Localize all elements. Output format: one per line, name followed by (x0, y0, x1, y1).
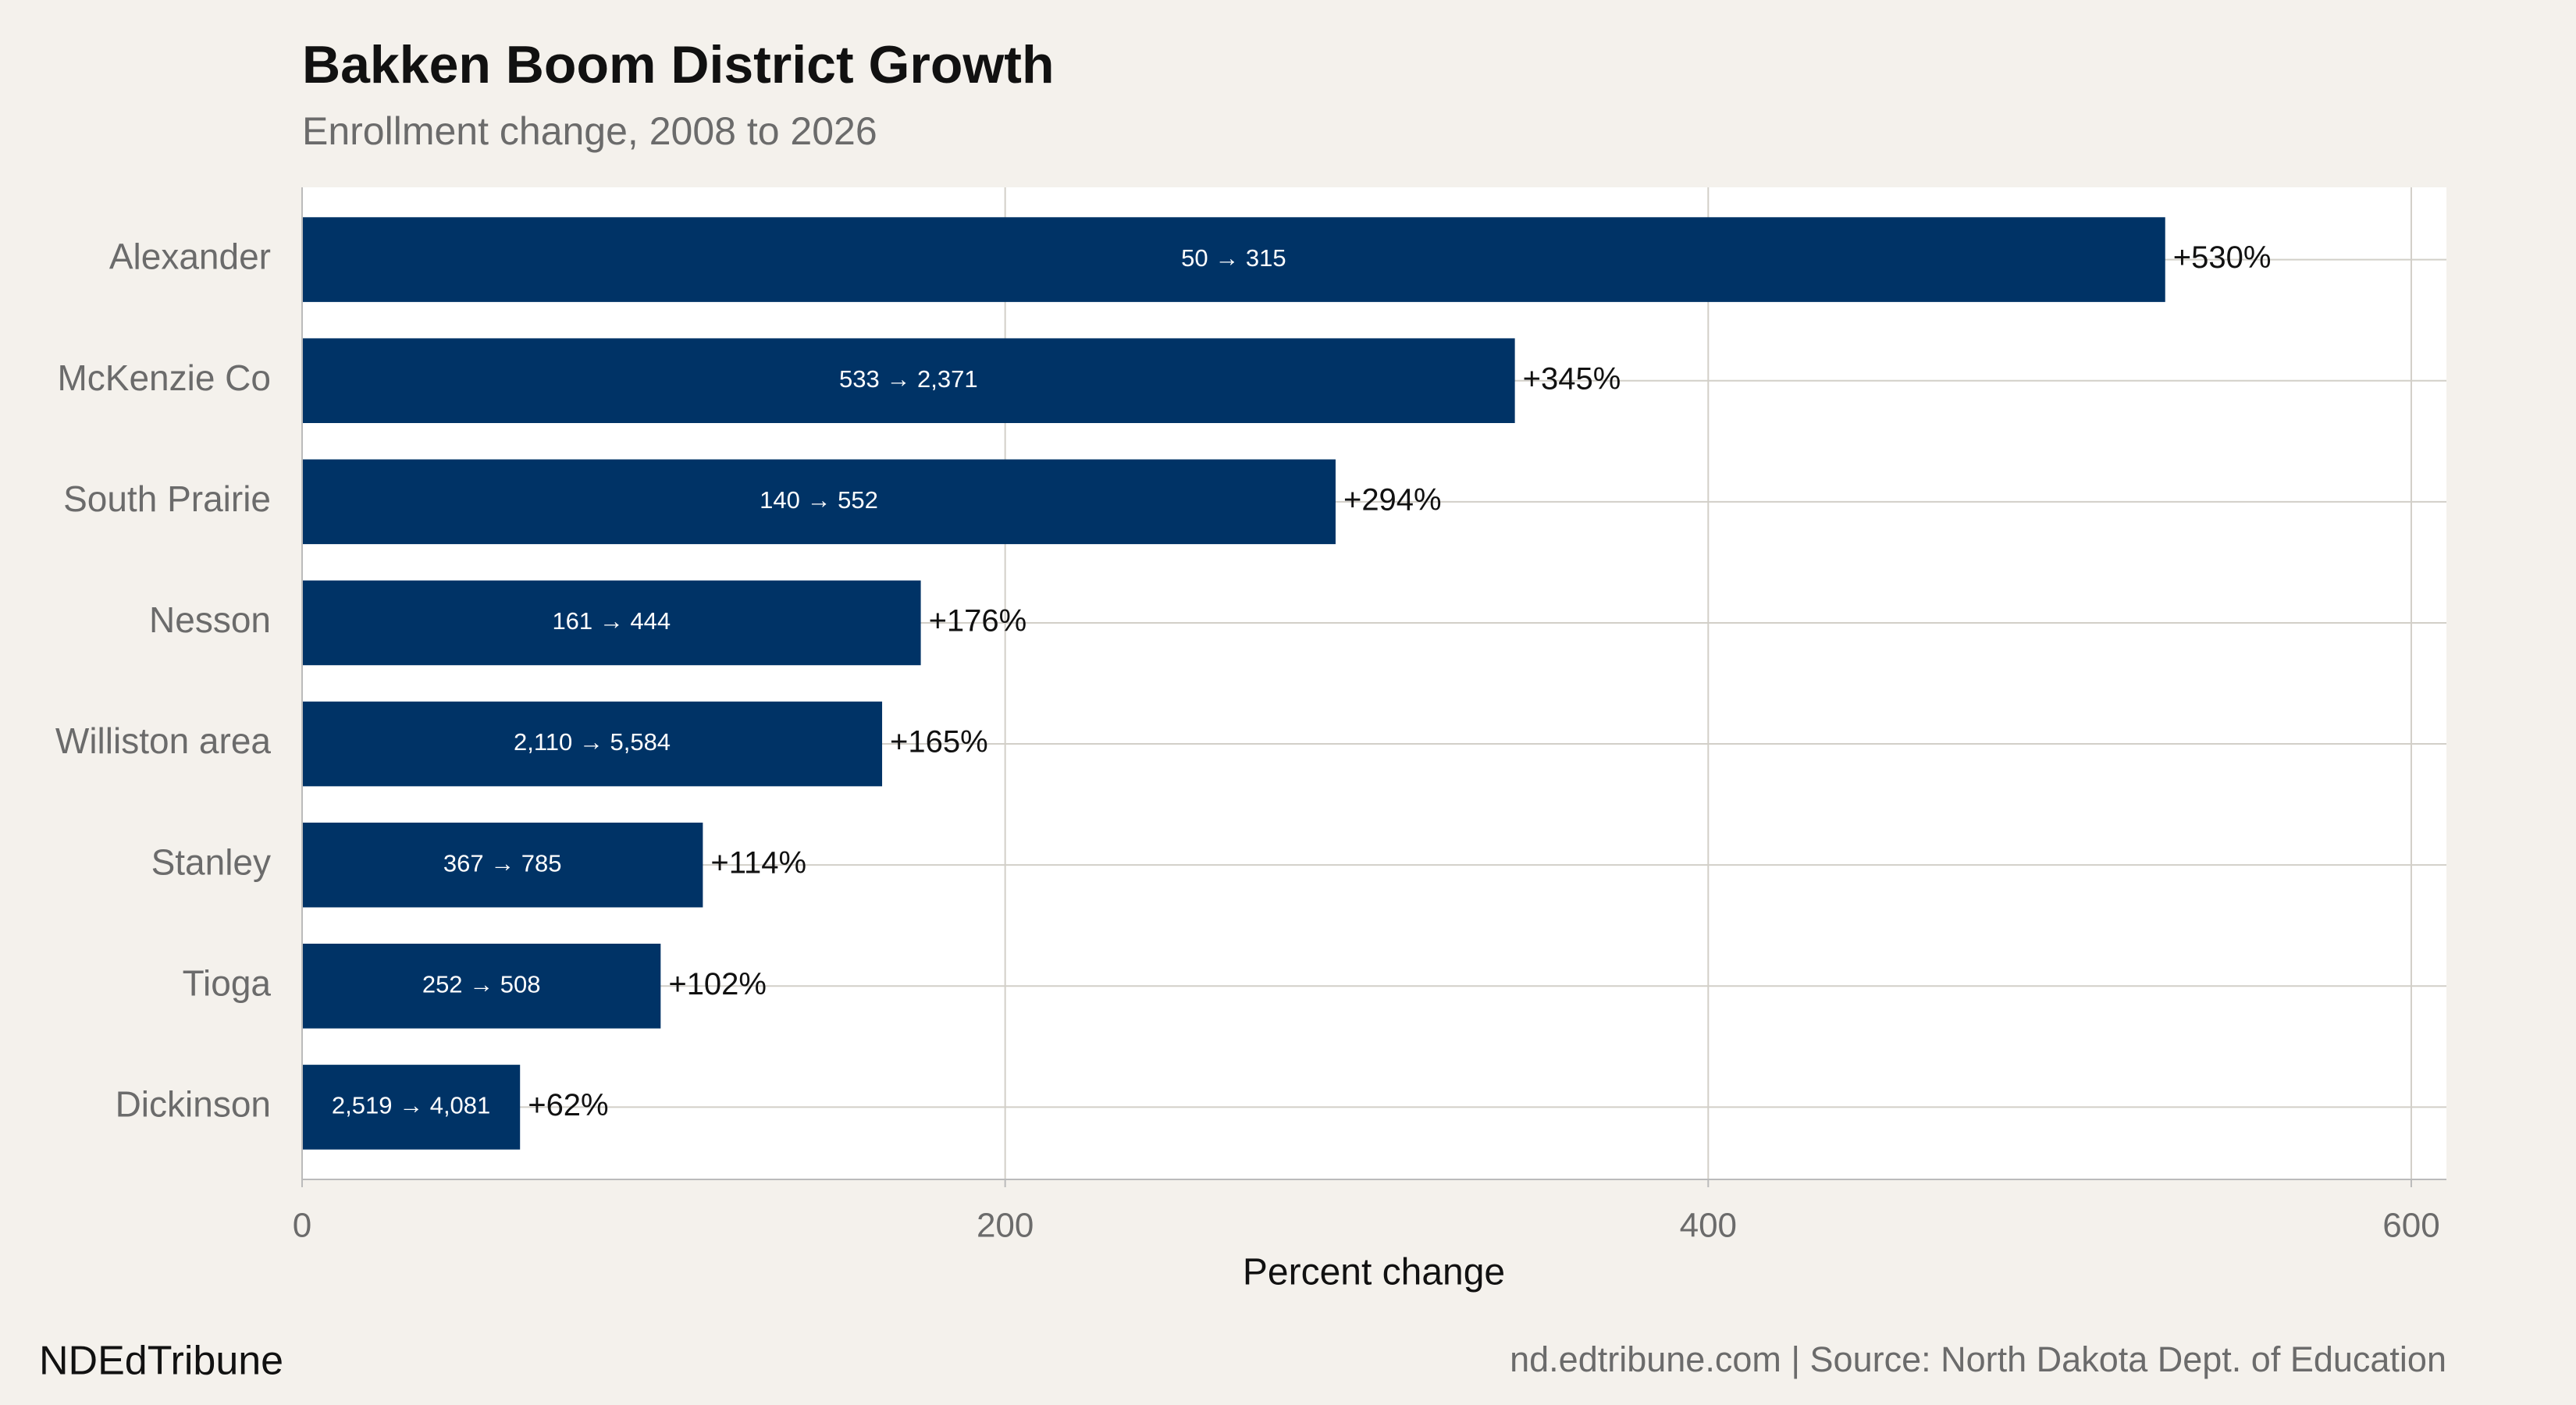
chart-subtitle: Enrollment change, 2008 to 2026 (302, 109, 877, 153)
x-tick-label: 0 (293, 1207, 311, 1245)
value-label: +114% (710, 846, 806, 880)
value-label: +102% (668, 967, 767, 1001)
bar (302, 459, 1336, 545)
chart-title: Bakken Boom District Growth (302, 35, 1055, 94)
y-tick-label: Alexander (109, 237, 271, 277)
bar-inner-label: 2,519 → 4,081 (332, 1092, 490, 1119)
bar-inner-label: 161 → 444 (552, 607, 671, 635)
y-tick-label: Tioga (183, 962, 272, 1003)
y-tick-label: Nesson (149, 599, 271, 640)
value-label: +62% (528, 1088, 608, 1122)
bar-inner-label: 50 → 315 (1181, 244, 1286, 272)
value-label: +294% (1343, 482, 1442, 517)
bar (302, 1065, 521, 1150)
value-label: +176% (929, 604, 1027, 638)
caption: nd.edtribune.com | Source: North Dakota … (1510, 1339, 2446, 1379)
bar-inner-label: 252 → 508 (422, 970, 541, 998)
y-tick-label: South Prairie (63, 478, 271, 519)
bar (302, 944, 661, 1029)
y-tick-label: Stanley (151, 841, 271, 882)
bar (302, 217, 2165, 302)
value-label: +345% (1523, 361, 1621, 396)
brand: NDEdTribune (39, 1339, 283, 1384)
bar (302, 338, 1515, 423)
value-label: +530% (2173, 240, 2272, 275)
bar-inner-label: 367 → 785 (443, 849, 562, 877)
x-tick-label: 600 (2382, 1207, 2439, 1245)
bar (302, 580, 921, 666)
bar-inner-label: 2,110 → 5,584 (514, 728, 671, 756)
bar-inner-label: 533 → 2,371 (839, 365, 978, 393)
bar (302, 822, 703, 908)
plot-area (302, 187, 2446, 1179)
x-tick-label: 200 (977, 1207, 1034, 1245)
x-tick-label: 400 (1680, 1207, 1737, 1245)
y-tick-label: McKenzie Co (57, 357, 271, 398)
value-label: +165% (890, 725, 988, 759)
x-axis-label: Percent change (1243, 1252, 1505, 1293)
bar-inner-label: 140 → 552 (760, 486, 878, 514)
y-tick-label: Williston area (55, 720, 272, 761)
bar (302, 701, 883, 787)
y-tick-label: Dickinson (116, 1084, 271, 1125)
